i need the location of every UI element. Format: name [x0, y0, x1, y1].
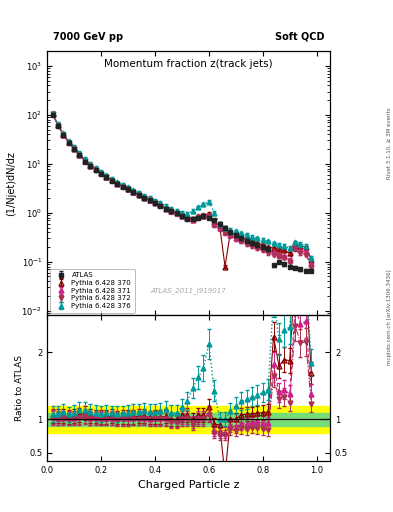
Text: Momentum fraction z(track jets): Momentum fraction z(track jets) — [104, 59, 273, 69]
Text: Rivet 3.1.10, ≥ 3M events: Rivet 3.1.10, ≥ 3M events — [387, 108, 392, 179]
Text: Soft QCD: Soft QCD — [275, 32, 325, 42]
Legend: ATLAS, Pythia 6.428 370, Pythia 6.428 371, Pythia 6.428 372, Pythia 6.428 376: ATLAS, Pythia 6.428 370, Pythia 6.428 37… — [50, 269, 135, 313]
Y-axis label: (1/Njet)dN/dz: (1/Njet)dN/dz — [6, 151, 16, 216]
Y-axis label: Ratio to ATLAS: Ratio to ATLAS — [15, 355, 24, 421]
Text: ATLAS_2011_I919017: ATLAS_2011_I919017 — [151, 288, 226, 294]
X-axis label: Charged Particle z: Charged Particle z — [138, 480, 239, 490]
Text: 7000 GeV pp: 7000 GeV pp — [53, 32, 123, 42]
Text: mcplots.cern.ch [arXiv:1306.3436]: mcplots.cern.ch [arXiv:1306.3436] — [387, 270, 392, 365]
